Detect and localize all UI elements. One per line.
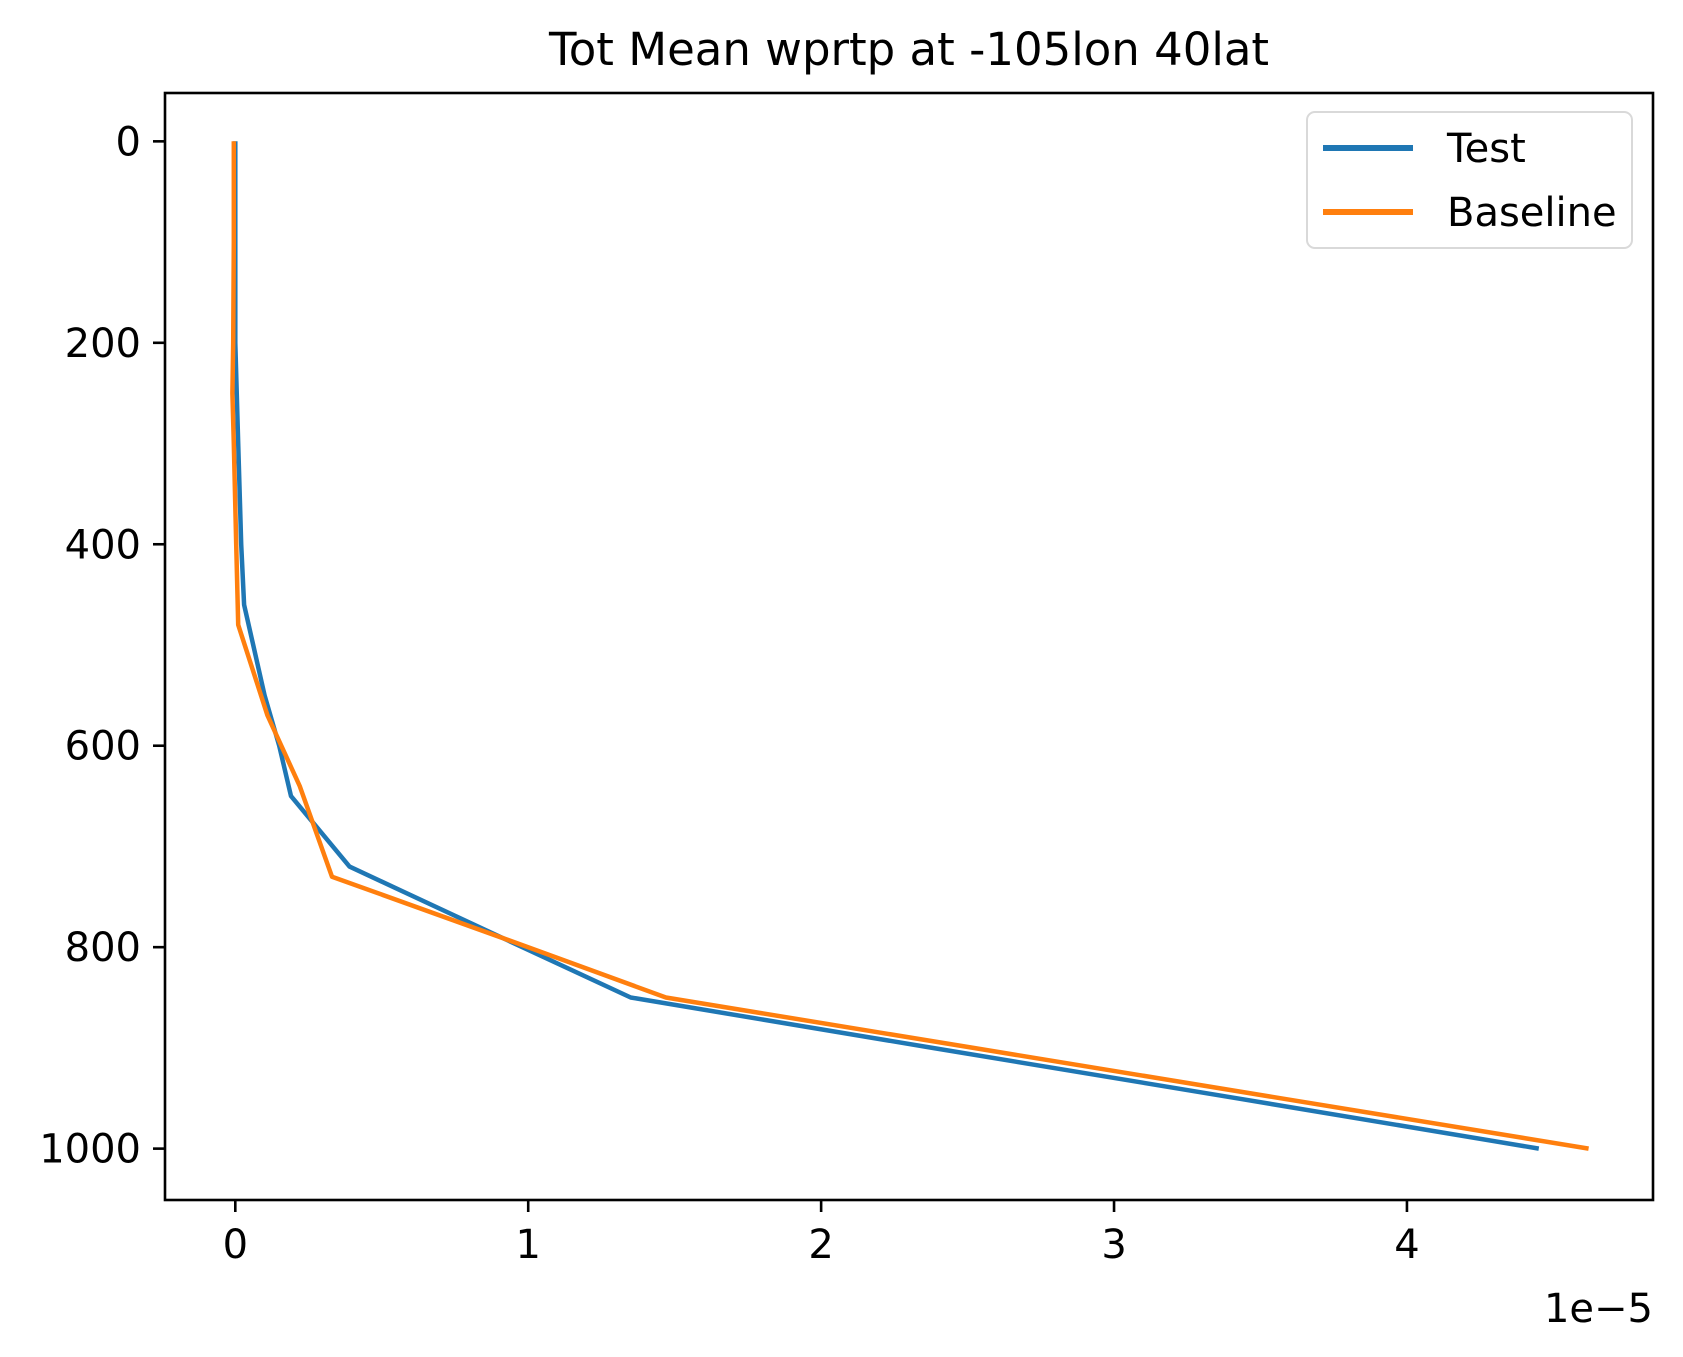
x-tick-label: 0 <box>223 1222 248 1268</box>
legend-label-baseline: Baseline <box>1447 190 1617 236</box>
y-tick-label: 200 <box>65 321 141 367</box>
x-tick-label: 2 <box>808 1222 833 1268</box>
y-tick-label: 400 <box>65 522 141 568</box>
chart-title: Tot Mean wprtp at -105lon 40lat <box>548 23 1269 76</box>
x-tick-label: 3 <box>1101 1222 1126 1268</box>
legend-label-test: Test <box>1446 126 1526 172</box>
x-tick-label: 4 <box>1394 1222 1419 1268</box>
series-line-baseline <box>230 141 1589 1151</box>
y-tick-label: 0 <box>116 119 141 165</box>
legend: Test Baseline <box>1306 111 1633 249</box>
y-tick-label: 600 <box>65 724 141 770</box>
x-axis: 0 1 2 3 4 1e−5 <box>223 1200 1653 1332</box>
x-axis-offset-label: 1e−5 <box>1544 1286 1653 1332</box>
y-tick-label: 800 <box>65 925 141 971</box>
plot-area-border <box>163 91 1655 1202</box>
y-axis: 0 200 400 600 800 1000 <box>39 119 165 1173</box>
y-tick-label: 1000 <box>39 1127 141 1173</box>
x-tick-label: 1 <box>515 1222 540 1268</box>
